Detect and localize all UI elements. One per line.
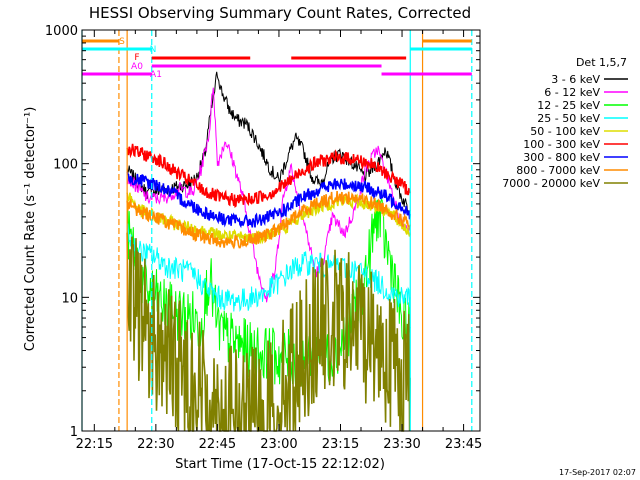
- y-axis-label: Corrected Count Rate (s⁻¹ detector⁻¹): [23, 107, 38, 352]
- y-tick-label: 100: [53, 158, 78, 173]
- state-bar-label: N: [150, 45, 157, 55]
- series-line: [126, 223, 411, 313]
- x-tick-label: 22:15: [76, 437, 113, 452]
- series-line: [126, 71, 411, 216]
- legend-label: 300 - 800 keV: [523, 151, 600, 164]
- y-tick-label: 1000: [45, 24, 78, 39]
- x-tick-label: 23:45: [445, 437, 482, 452]
- plot-frame: [81, 29, 481, 432]
- x-tick-label: 23:30: [383, 437, 420, 452]
- legend-label: 50 - 100 keV: [530, 125, 600, 138]
- timestamp: 17-Sep-2017 02:07: [559, 468, 636, 477]
- legend-label: 12 - 25 keV: [537, 99, 600, 112]
- y-tick-label: 10: [61, 291, 78, 306]
- state-bar-label: S: [119, 37, 125, 47]
- series-line: [126, 143, 411, 208]
- x-axis-label: Start Time (17-Oct-15 22:12:02): [175, 457, 385, 472]
- series-line: [126, 171, 411, 229]
- state-bar-label: A1: [150, 70, 162, 80]
- legend-label: 25 - 50 keV: [537, 112, 600, 125]
- y-tick-label: 1: [70, 425, 78, 440]
- state-bar-layer: S N FA0 A1: [82, 37, 472, 80]
- series-line: [126, 190, 411, 250]
- legend-label: 6 - 12 keV: [544, 86, 600, 99]
- legend-title: Det 1,5,7: [576, 56, 627, 69]
- x-tick-label: 22:45: [199, 437, 236, 452]
- legend-label: 800 - 7000 keV: [516, 164, 600, 177]
- legend-label: 100 - 300 keV: [523, 138, 600, 151]
- x-tick-label: 22:30: [137, 437, 174, 452]
- x-tick-label: 23:00: [260, 437, 297, 452]
- chart-title: HESSI Observing Summary Count Rates, Cor…: [89, 4, 471, 22]
- state-bar-label: A0: [131, 62, 143, 72]
- axes: 1 10 100 1000 22:15 22:30 22:45 23:00 23:15 23:30…: [45, 24, 482, 452]
- series-layer: [126, 71, 411, 432]
- series-line: [126, 232, 411, 432]
- x-tick-label: 23:15: [322, 437, 359, 452]
- state-bar-label: F: [134, 53, 139, 63]
- legend-label: 3 - 6 keV: [551, 73, 600, 86]
- legend-label: 7000 - 20000 keV: [502, 177, 600, 190]
